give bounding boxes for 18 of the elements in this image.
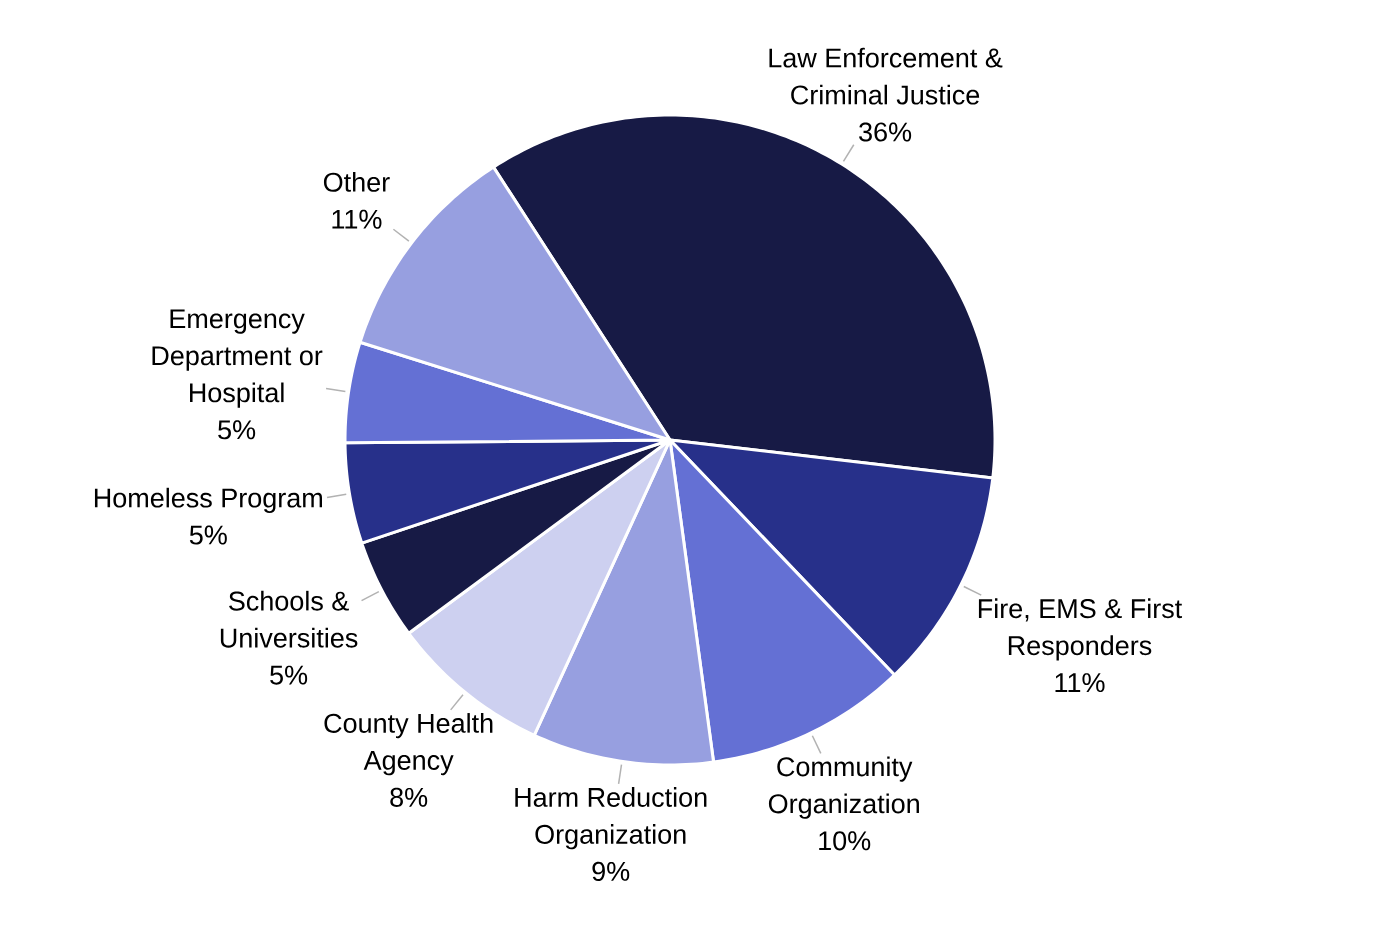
slice-label: Fire, EMS & First Responders [978,598,1183,661]
data-label: 36% [859,122,912,142]
data-label: 5% [270,665,308,685]
slice-label: Law Enforcement & Criminal Justice [769,47,1003,105]
data-label: 8% [390,787,428,807]
data-label: 5% [189,525,227,545]
data-label: 9% [592,861,630,881]
data-label: 11% [332,209,382,229]
data-label: 10% [819,831,871,851]
slice-label: County Health Agency [324,713,493,776]
slice-label: Harm Reduction Organization [515,787,707,850]
slice-label: Homeless Program [94,487,322,513]
slice-label: Schools & Universities [220,590,358,648]
data-label: 11% [1055,673,1105,693]
slice-label: Other [323,172,390,192]
data-label: 5% [218,420,256,440]
slice-label: Emergency Department or Hospital [152,309,323,408]
slice-label: Community Organization [768,756,919,819]
